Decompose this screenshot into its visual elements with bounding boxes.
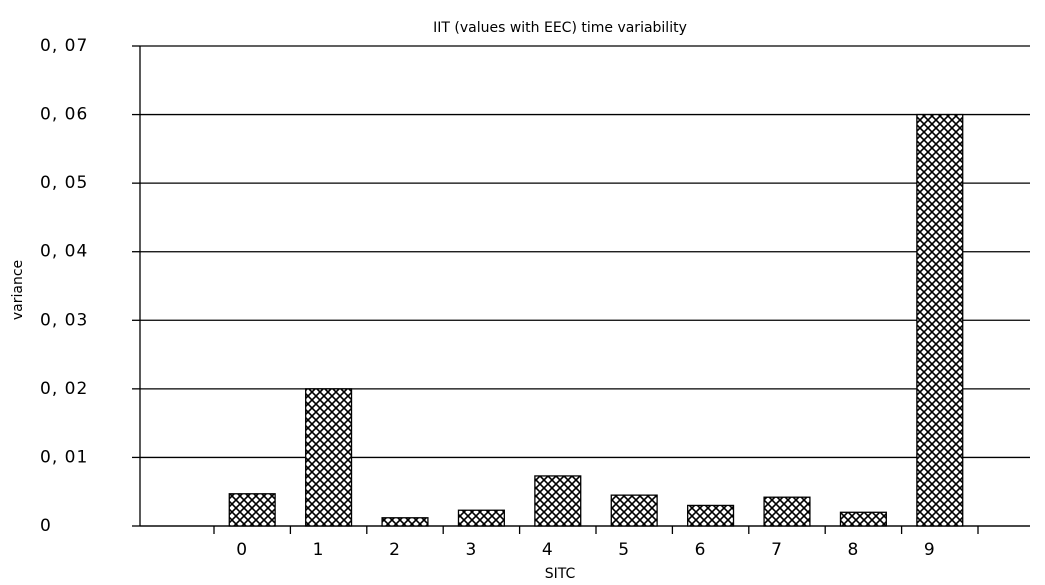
- bar: [610, 494, 658, 527]
- y-tick-label: 0: [40, 516, 52, 536]
- x-tick-label: 2: [389, 540, 401, 560]
- y-tick-label: 0, 07: [40, 36, 88, 56]
- bar: [839, 511, 887, 527]
- bar: [457, 509, 505, 527]
- x-tick-label: 9: [924, 540, 936, 560]
- y-tick-label: 0, 01: [40, 447, 88, 467]
- x-tick-label: 5: [618, 540, 630, 560]
- x-axis-label: SITC: [545, 566, 576, 582]
- bar: [687, 504, 735, 527]
- bar: [763, 496, 811, 527]
- bar: [228, 493, 276, 527]
- x-tick-label: 4: [542, 540, 554, 560]
- x-tick-label: 6: [695, 540, 707, 560]
- x-tick-label: 0: [236, 540, 248, 560]
- y-tick-label: 0, 06: [40, 105, 88, 125]
- x-tick-label: 8: [847, 540, 859, 560]
- y-tick-label: 0, 05: [40, 173, 88, 193]
- x-tick-label: 7: [771, 540, 783, 560]
- x-tick-label: 3: [465, 540, 477, 560]
- bar: [916, 113, 964, 527]
- bar: [305, 388, 353, 527]
- y-tick-label: 0, 03: [40, 310, 88, 330]
- bar: [534, 475, 582, 527]
- x-tick-label: 1: [313, 540, 325, 560]
- y-tick-label: 0, 02: [40, 379, 88, 399]
- y-axis-label: variance: [10, 260, 26, 320]
- bar: [381, 517, 429, 527]
- chart-title: IIT (values with EEC) time variability: [433, 20, 687, 36]
- y-tick-label: 0, 04: [40, 242, 88, 262]
